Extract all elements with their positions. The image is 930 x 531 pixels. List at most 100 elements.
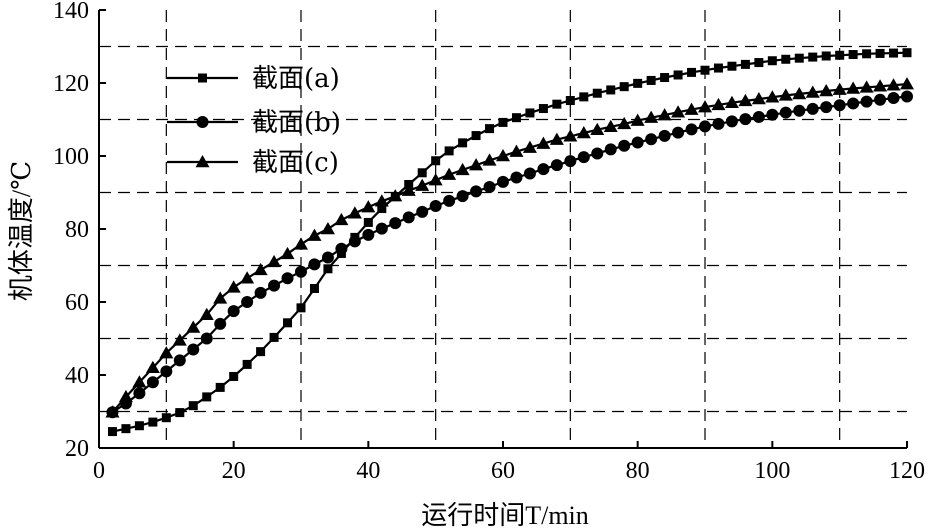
data-point-square [188,401,198,411]
data-point-triangle [388,189,403,202]
y-tick-label: 40 [65,363,89,389]
data-point-square [198,73,207,83]
data-point-circle [779,106,792,119]
data-point-square [309,283,319,293]
data-point-square [444,146,454,156]
data-point-square [687,67,697,77]
data-point-square [781,54,791,64]
data-point-circle [321,251,334,264]
data-point-square [740,59,750,69]
legend-item: 截面(a) [167,64,340,94]
x-tick-label: 120 [889,458,925,484]
x-tick-label: 80 [626,458,650,484]
data-point-circle [483,181,496,194]
y-tick-label: 60 [65,290,89,316]
data-point-square [592,88,602,98]
data-point-circle [752,110,765,123]
data-point-triangle [401,183,416,196]
data-point-triangle [522,140,537,153]
data-point-triangle [751,92,766,105]
data-point-triangle [294,237,308,250]
data-point-circle [470,185,483,198]
data-point-square [377,204,387,214]
data-point-circle [725,115,738,128]
data-point-square [646,75,656,85]
data-point-triangle [132,375,147,388]
data-point-square [323,264,333,274]
data-point-triangle [698,100,712,113]
data-point-circle [550,159,563,172]
data-point-circle [658,129,671,142]
data-point-triangle [832,82,847,95]
data-point-triangle [267,254,282,268]
data-point-square [767,56,777,66]
data-point-circle [214,317,227,330]
series-circle [106,90,913,419]
data-point-circle [537,163,550,176]
data-point-square [471,131,481,141]
data-point-square [363,217,373,227]
data-point-circle [281,272,294,285]
data-point-triangle [334,212,349,226]
legend-label: 截面(a) [252,64,340,94]
data-point-triangle [199,307,214,321]
data-point-triangle [320,222,335,235]
data-point-square [269,332,279,342]
data-point-square [700,65,710,75]
data-point-square [175,408,185,418]
y-tick-label: 80 [65,217,89,243]
data-point-circle [160,365,173,378]
data-point-triangle [671,105,686,118]
data-point-triangle [455,162,470,176]
data-point-square [821,51,831,61]
data-point-square [215,382,225,392]
legend-item: 截面(c) [167,148,339,178]
data-point-circle [645,133,658,146]
data-point-square [754,58,764,68]
data-point-circle [766,108,779,121]
data-point-triangle [738,93,753,107]
data-point-square [889,48,899,58]
data-point-square [862,49,872,59]
data-point-square [485,124,495,134]
data-point-circle [860,95,873,108]
data-point-triangle [603,119,618,133]
data-point-square [148,417,158,427]
data-point-circle [268,279,281,292]
data-point-circle [604,143,617,156]
data-point-square [794,53,804,63]
data-point-circle [429,200,442,213]
x-axis-title: 运行时间T/min [421,501,589,530]
data-point-square [579,92,589,102]
legend-label: 截面(b) [252,108,341,138]
data-point-circle [497,175,509,188]
data-point-circle [389,217,402,230]
data-point-circle [577,151,590,164]
y-tick-label: 20 [65,436,89,462]
data-point-square [565,96,575,106]
data-point-triangle [711,97,726,111]
data-point-square [902,48,912,58]
data-point-triangle [846,81,861,94]
data-point-circle [631,136,644,149]
data-point-triangle [253,262,268,276]
data-point-square [202,392,212,402]
data-point-circle [200,332,213,345]
data-point-square [256,347,266,357]
series-triangle [105,77,914,418]
data-point-triangle [684,102,699,115]
data-point-triangle [805,85,820,98]
data-point-triangle [172,333,187,346]
data-point-triangle [361,200,376,213]
data-point-circle [227,305,240,318]
data-point-circle [308,258,321,271]
data-point-circle [564,155,577,168]
data-point-circle [806,102,819,115]
data-point-triangle [145,360,160,373]
data-point-triangle [195,155,210,168]
data-point-square [134,421,144,431]
data-point-triangle [118,389,133,403]
data-point-square [161,413,171,423]
data-point-circle [443,194,456,207]
